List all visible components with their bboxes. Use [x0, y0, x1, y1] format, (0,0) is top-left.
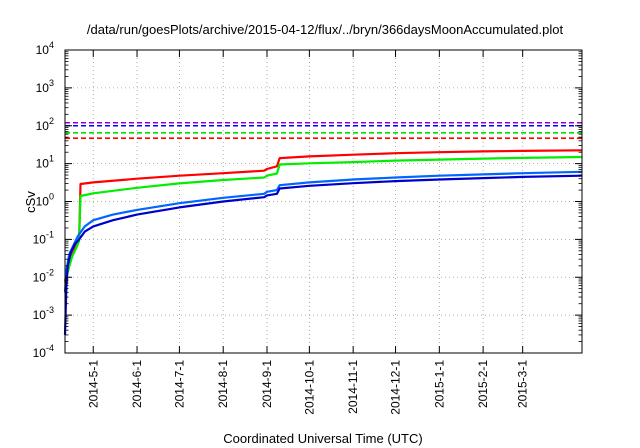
y-tick-label: 10-3 [33, 305, 54, 322]
y-tick-label: 101 [36, 154, 54, 171]
x-tick-label: 2014-5-1 [86, 360, 100, 408]
series-lines [63, 149, 583, 335]
y-tick-label: 102 [36, 116, 54, 133]
x-tick-label: 2014-7-1 [172, 360, 186, 408]
y-tick-label: 10-4 [33, 343, 54, 360]
y-tick-label: 103 [36, 78, 54, 95]
plot-frame [64, 49, 583, 354]
y-tick-label: 100 [36, 192, 54, 209]
series-line [63, 149, 583, 282]
x-tick-label: 2014-6-1 [130, 360, 144, 408]
y-tick-label: 10-2 [33, 267, 54, 284]
grid [65, 50, 582, 353]
x-axis-ticks: 2014-5-1 2014-6-1 2014-7-1 2014-8-1 2014-9-1… [86, 50, 530, 415]
x-tick-label: 2015-2-1 [476, 360, 490, 408]
y-axis-label: cSv [23, 191, 38, 213]
x-tick-label: 2014-10-1 [302, 360, 316, 415]
y-tick-label: 10-1 [33, 229, 54, 246]
series-line [63, 170, 583, 293]
chart-title: /data/run/goesPlots/archive/2015-04-12/f… [87, 22, 564, 37]
series-line [63, 155, 583, 284]
series-line [63, 174, 583, 335]
x-tick-label: 2015-3-1 [516, 360, 530, 408]
x-tick-label: 2014-9-1 [260, 360, 274, 408]
y-axis-ticks: 10-4 10-3 10-2 10-1 100 101 102 103 104 [33, 40, 582, 360]
x-tick-label: 2015-1-1 [432, 360, 446, 408]
x-tick-label: 2014-11-1 [346, 360, 360, 414]
x-tick-label: 2014-12-1 [389, 360, 403, 415]
x-axis-label: Coordinated Universal Time (UTC) [223, 431, 422, 446]
y-tick-label: 104 [36, 40, 54, 57]
reference-lines [65, 121, 582, 139]
x-tick-label: 2014-8-1 [216, 360, 230, 408]
